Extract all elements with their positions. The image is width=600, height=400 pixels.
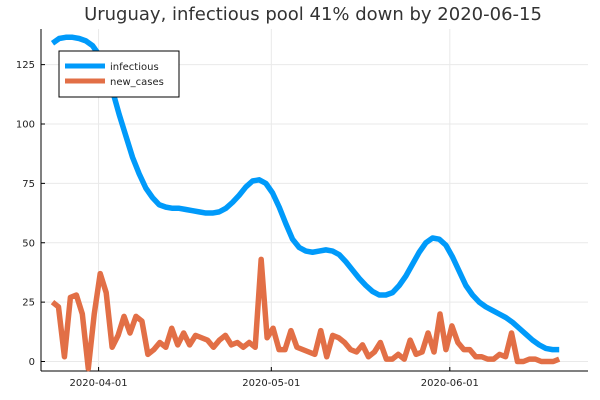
y-tick-label: 75 bbox=[22, 179, 35, 190]
x-tick-label: 2020-06-01 bbox=[421, 378, 479, 389]
legend: infectious new_cases bbox=[58, 50, 180, 98]
chart-title: Uruguay, infectious pool 41% down by 202… bbox=[84, 4, 542, 25]
y-tick-label: 0 bbox=[29, 357, 35, 368]
series-line-infectious bbox=[50, 34, 560, 353]
grid bbox=[41, 29, 588, 371]
y-tick-label: 100 bbox=[16, 120, 35, 131]
y-tick-label: 50 bbox=[22, 238, 35, 249]
axes: 0 25 50 75 100 125 2020-04-01 2020-05-01 2020-06… bbox=[16, 29, 588, 389]
x-tick-label: 2020-04-01 bbox=[70, 378, 128, 389]
x-tick-label: 2020-05-01 bbox=[242, 378, 300, 389]
legend-label-infectious: infectious bbox=[110, 62, 159, 73]
series bbox=[50, 34, 561, 372]
legend-box bbox=[58, 50, 180, 98]
y-tick-label: 125 bbox=[16, 60, 35, 71]
legend-label-new-cases: new_cases bbox=[110, 77, 164, 88]
y-tick-label: 25 bbox=[22, 298, 35, 309]
series-line-new-cases bbox=[50, 256, 561, 372]
